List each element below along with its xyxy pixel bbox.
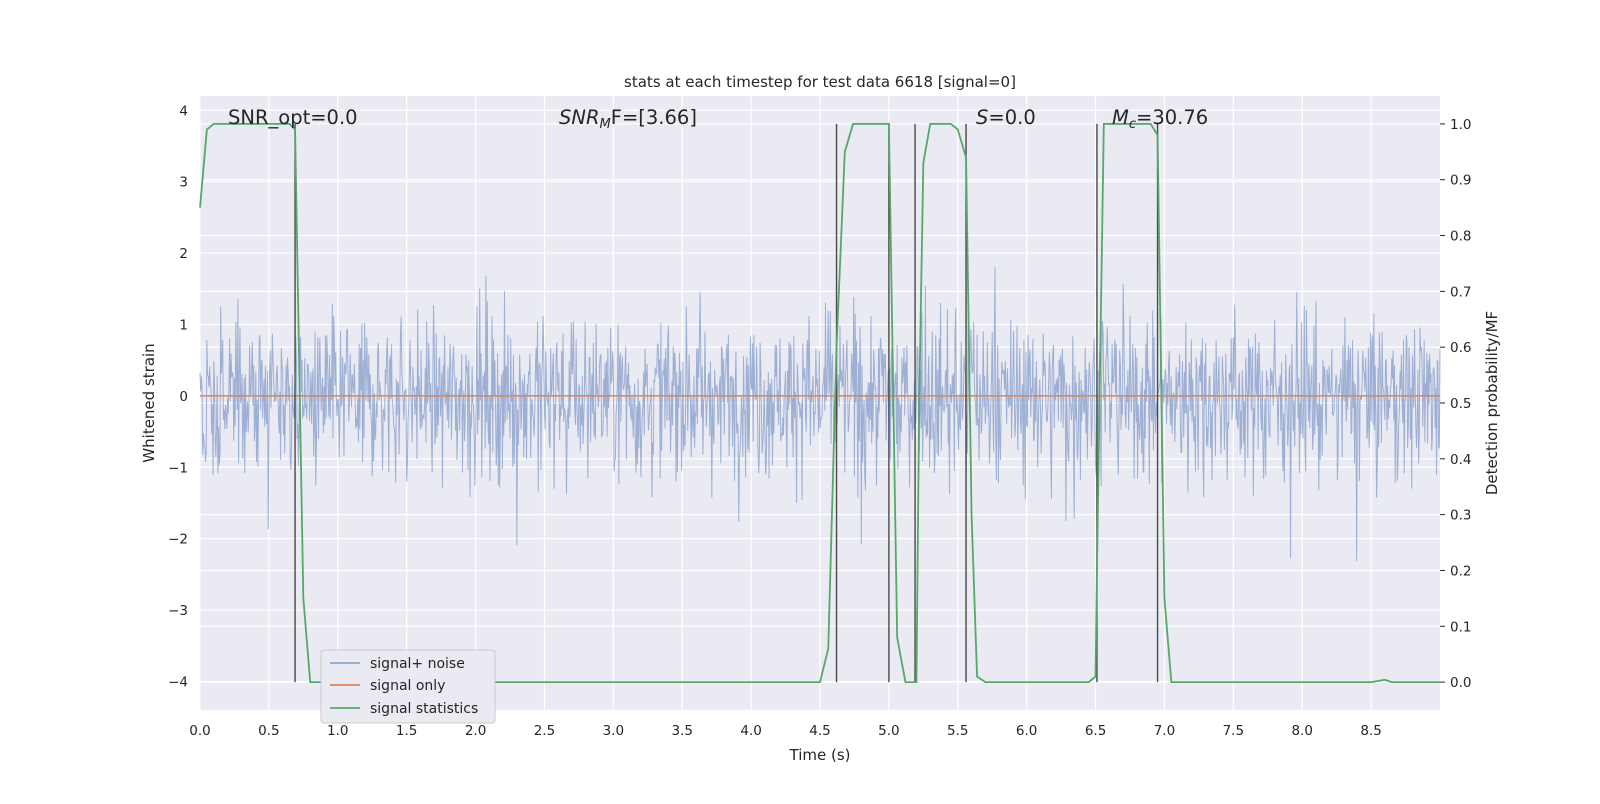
y-tick-label-right: 0.7 — [1450, 284, 1471, 300]
x-tick-label: 0.0 — [189, 723, 210, 739]
annotation-s: S=0.0 — [976, 106, 1036, 129]
legend-label-signal-only: signal only — [370, 678, 445, 694]
y-tick-label-left: −2 — [168, 532, 188, 548]
y-tick-label-left: 2 — [179, 246, 188, 262]
x-tick-label: 2.5 — [534, 723, 555, 739]
x-tick-label: 8.5 — [1360, 723, 1381, 739]
x-tick-label: 5.0 — [878, 723, 899, 739]
x-tick-label: 6.0 — [1016, 723, 1037, 739]
x-tick-label: 2.0 — [465, 723, 486, 739]
ticks: 0.0 0.5 1.0 1.5 2.0 2.5 3.0 3.5 4.0 4.5 5.0 5.5 6.0 6… — [168, 103, 1471, 739]
y-tick-label-right: 0.6 — [1450, 340, 1471, 356]
y-tick-label-right: 0.5 — [1450, 396, 1471, 412]
x-tick-label: 4.5 — [809, 723, 830, 739]
y-tick-label-left: −4 — [168, 674, 188, 690]
y-tick-label-right: 0.0 — [1450, 675, 1471, 691]
y-tick-label-left: 0 — [179, 389, 188, 405]
x-tick-label: 8.0 — [1291, 723, 1312, 739]
x-tick-label: 7.0 — [1154, 723, 1175, 739]
x-tick-label: 0.5 — [258, 723, 279, 739]
y-tick-label-left: −1 — [168, 460, 188, 476]
legend: signal+ noise signal only signal statist… — [320, 649, 496, 724]
x-tick-label: 5.5 — [947, 723, 968, 739]
x-tick-label: 3.0 — [603, 723, 624, 739]
y-tick-label-right: 0.4 — [1450, 452, 1471, 468]
y-tick-label-right: 0.9 — [1450, 173, 1471, 189]
x-axis-label: Time (s) — [789, 746, 851, 764]
y-tick-label-right: 0.3 — [1450, 508, 1471, 524]
y-axis-label-right: Detection probability/MF — [1483, 311, 1501, 495]
y-tick-label-left: −3 — [168, 603, 188, 619]
series-signal-statistics — [199, 123, 1440, 683]
annotation-mc: Mc=30.76 — [1112, 106, 1208, 132]
y-tick-label-left: 1 — [179, 317, 188, 333]
y-tick-label-right: 0.8 — [1450, 229, 1471, 245]
x-tick-label: 4.0 — [740, 723, 761, 739]
y-tick-label-left: 3 — [179, 175, 188, 191]
series-signal-noise — [199, 267, 1441, 562]
legend-box — [320, 649, 496, 724]
plot-area — [199, 123, 1441, 683]
x-tick-label: 1.5 — [396, 723, 417, 739]
y-axis-label-left: Whitened strain — [140, 343, 158, 462]
x-tick-label: 3.5 — [671, 723, 692, 739]
annotation-snr-mf: SNRMF=[3.66] — [559, 106, 697, 132]
x-tick-label: 1.0 — [327, 723, 348, 739]
x-tick-label: 6.5 — [1085, 723, 1106, 739]
y-tick-label-left: 4 — [179, 103, 188, 119]
legend-label-signal-statistics: signal statistics — [370, 701, 478, 717]
annotation-snr-opt: SNR_opt=0.0 — [228, 106, 358, 129]
y-tick-label-right: 1.0 — [1450, 117, 1471, 133]
legend-label-signal-noise: signal+ noise — [370, 656, 465, 672]
chart-title: stats at each timestep for test data 661… — [624, 73, 1016, 91]
y-tick-label-right: 0.1 — [1450, 619, 1471, 635]
y-tick-label-right: 0.2 — [1450, 563, 1471, 579]
x-tick-label: 7.5 — [1223, 723, 1244, 739]
